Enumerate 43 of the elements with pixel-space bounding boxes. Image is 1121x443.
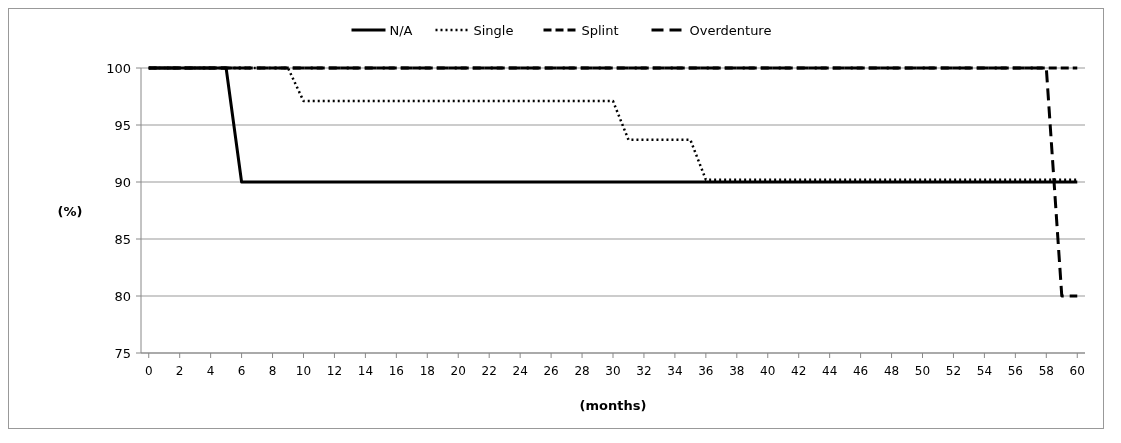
legend-label: Overdenture	[689, 22, 772, 38]
x-tick-label: 22	[481, 364, 497, 378]
x-tick-label: 44	[822, 364, 838, 378]
x-tick-label: 42	[791, 364, 807, 378]
x-tick-label: 26	[543, 364, 559, 378]
y-tick-label: 85	[114, 231, 131, 247]
y-tick-label: 80	[114, 288, 131, 304]
x-tick-label: 54	[976, 364, 993, 378]
x-tick-label: 60	[1069, 364, 1085, 378]
x-tick-label: 56	[1007, 364, 1023, 378]
x-tick-label: 34	[667, 364, 683, 378]
legend-label: Single	[473, 22, 514, 38]
x-tick-label: 24	[512, 364, 528, 378]
x-tick-label: 28	[574, 364, 590, 378]
x-axis-title: (months)	[579, 398, 647, 413]
x-tick-label: 0	[144, 364, 153, 378]
y-tick-label: 100	[106, 60, 131, 76]
x-tick-label: 40	[760, 364, 776, 378]
x-tick-label: 18	[419, 364, 435, 378]
x-tick-label: 2	[175, 364, 184, 378]
x-tick-label: 16	[388, 364, 404, 378]
x-tick-label: 48	[883, 364, 900, 378]
x-tick-label: 52	[945, 364, 962, 378]
x-tick-label: 10	[295, 364, 312, 378]
y-tick-label: 90	[114, 174, 131, 190]
x-tick-label: 8	[268, 364, 277, 378]
x-tick-label: 6	[237, 364, 246, 378]
x-tick-label: 58	[1038, 364, 1054, 378]
y-tick-label: 75	[114, 345, 131, 361]
legend-label: Splint	[581, 22, 619, 38]
x-tick-label: 4	[206, 364, 215, 378]
x-tick-label: 38	[729, 364, 745, 378]
x-tick-label: 14	[357, 364, 374, 378]
x-tick-label: 36	[698, 364, 714, 378]
x-tick-label: 32	[636, 364, 652, 378]
x-tick-label: 50	[914, 364, 931, 378]
x-tick-label: 30	[605, 364, 621, 378]
y-axis-title: (%)	[57, 203, 83, 219]
x-tick-label: 12	[326, 364, 343, 378]
x-tick-label: 20	[450, 364, 466, 378]
legend-label: N/A	[389, 22, 413, 38]
y-tick-label: 95	[114, 117, 131, 133]
x-tick-label: 46	[852, 364, 869, 378]
